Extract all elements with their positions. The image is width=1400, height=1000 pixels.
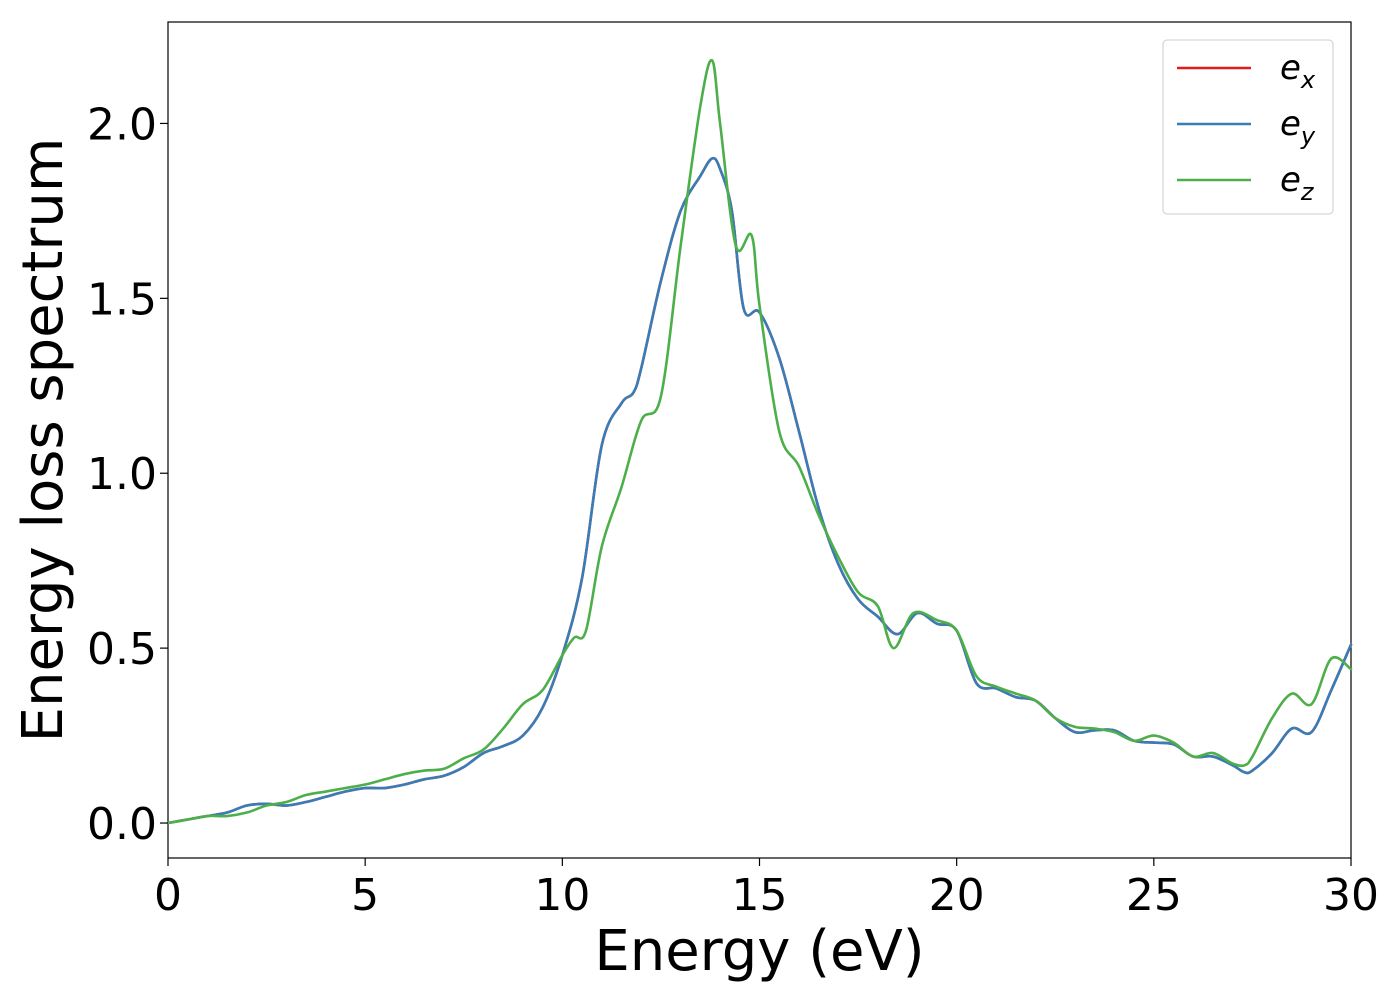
y-tick-label: 1.5 (87, 274, 157, 325)
legend-label-e-z: ez (1280, 160, 1315, 206)
x-axis-title: Energy (eV) (594, 919, 924, 984)
series-line-e-y (166, 156, 1353, 825)
series-line-e-z (166, 59, 1353, 825)
legend-box (1162, 39, 1334, 215)
legend-label-base: e (1280, 48, 1301, 88)
legend-label-base: e (1280, 160, 1301, 200)
y-tick-label: 0.0 (87, 799, 157, 850)
legend-label-base: e (1280, 104, 1301, 144)
plot-frame (167, 21, 1352, 859)
legend-label-subscript: z (1300, 178, 1315, 206)
y-axis-title: Energy loss spectrum (11, 138, 76, 743)
y-tick-label: 0.5 (87, 624, 157, 675)
legend-label-subscript: x (1300, 66, 1316, 94)
x-tick-label: 10 (534, 870, 590, 921)
series-layer (166, 59, 1353, 825)
legend-label-e-x: ex (1280, 48, 1316, 94)
x-tick-label: 15 (732, 870, 788, 921)
x-tick-label: 5 (351, 870, 379, 921)
x-tick-label: 30 (1323, 870, 1379, 921)
x-tick-label: 25 (1126, 870, 1182, 921)
y-tick-label: 1.0 (87, 449, 157, 500)
x-tick-label: 20 (929, 870, 985, 921)
legend-label-subscript: y (1300, 122, 1316, 150)
y-tick-label: 2.0 (87, 99, 157, 150)
legend-label-e-y: ey (1280, 104, 1316, 150)
tick-layer: 0 5 10 15 20 25 30 0.0 0.5 1.0 1.5 2.0 (87, 99, 1379, 921)
x-tick-label: 0 (154, 870, 182, 921)
